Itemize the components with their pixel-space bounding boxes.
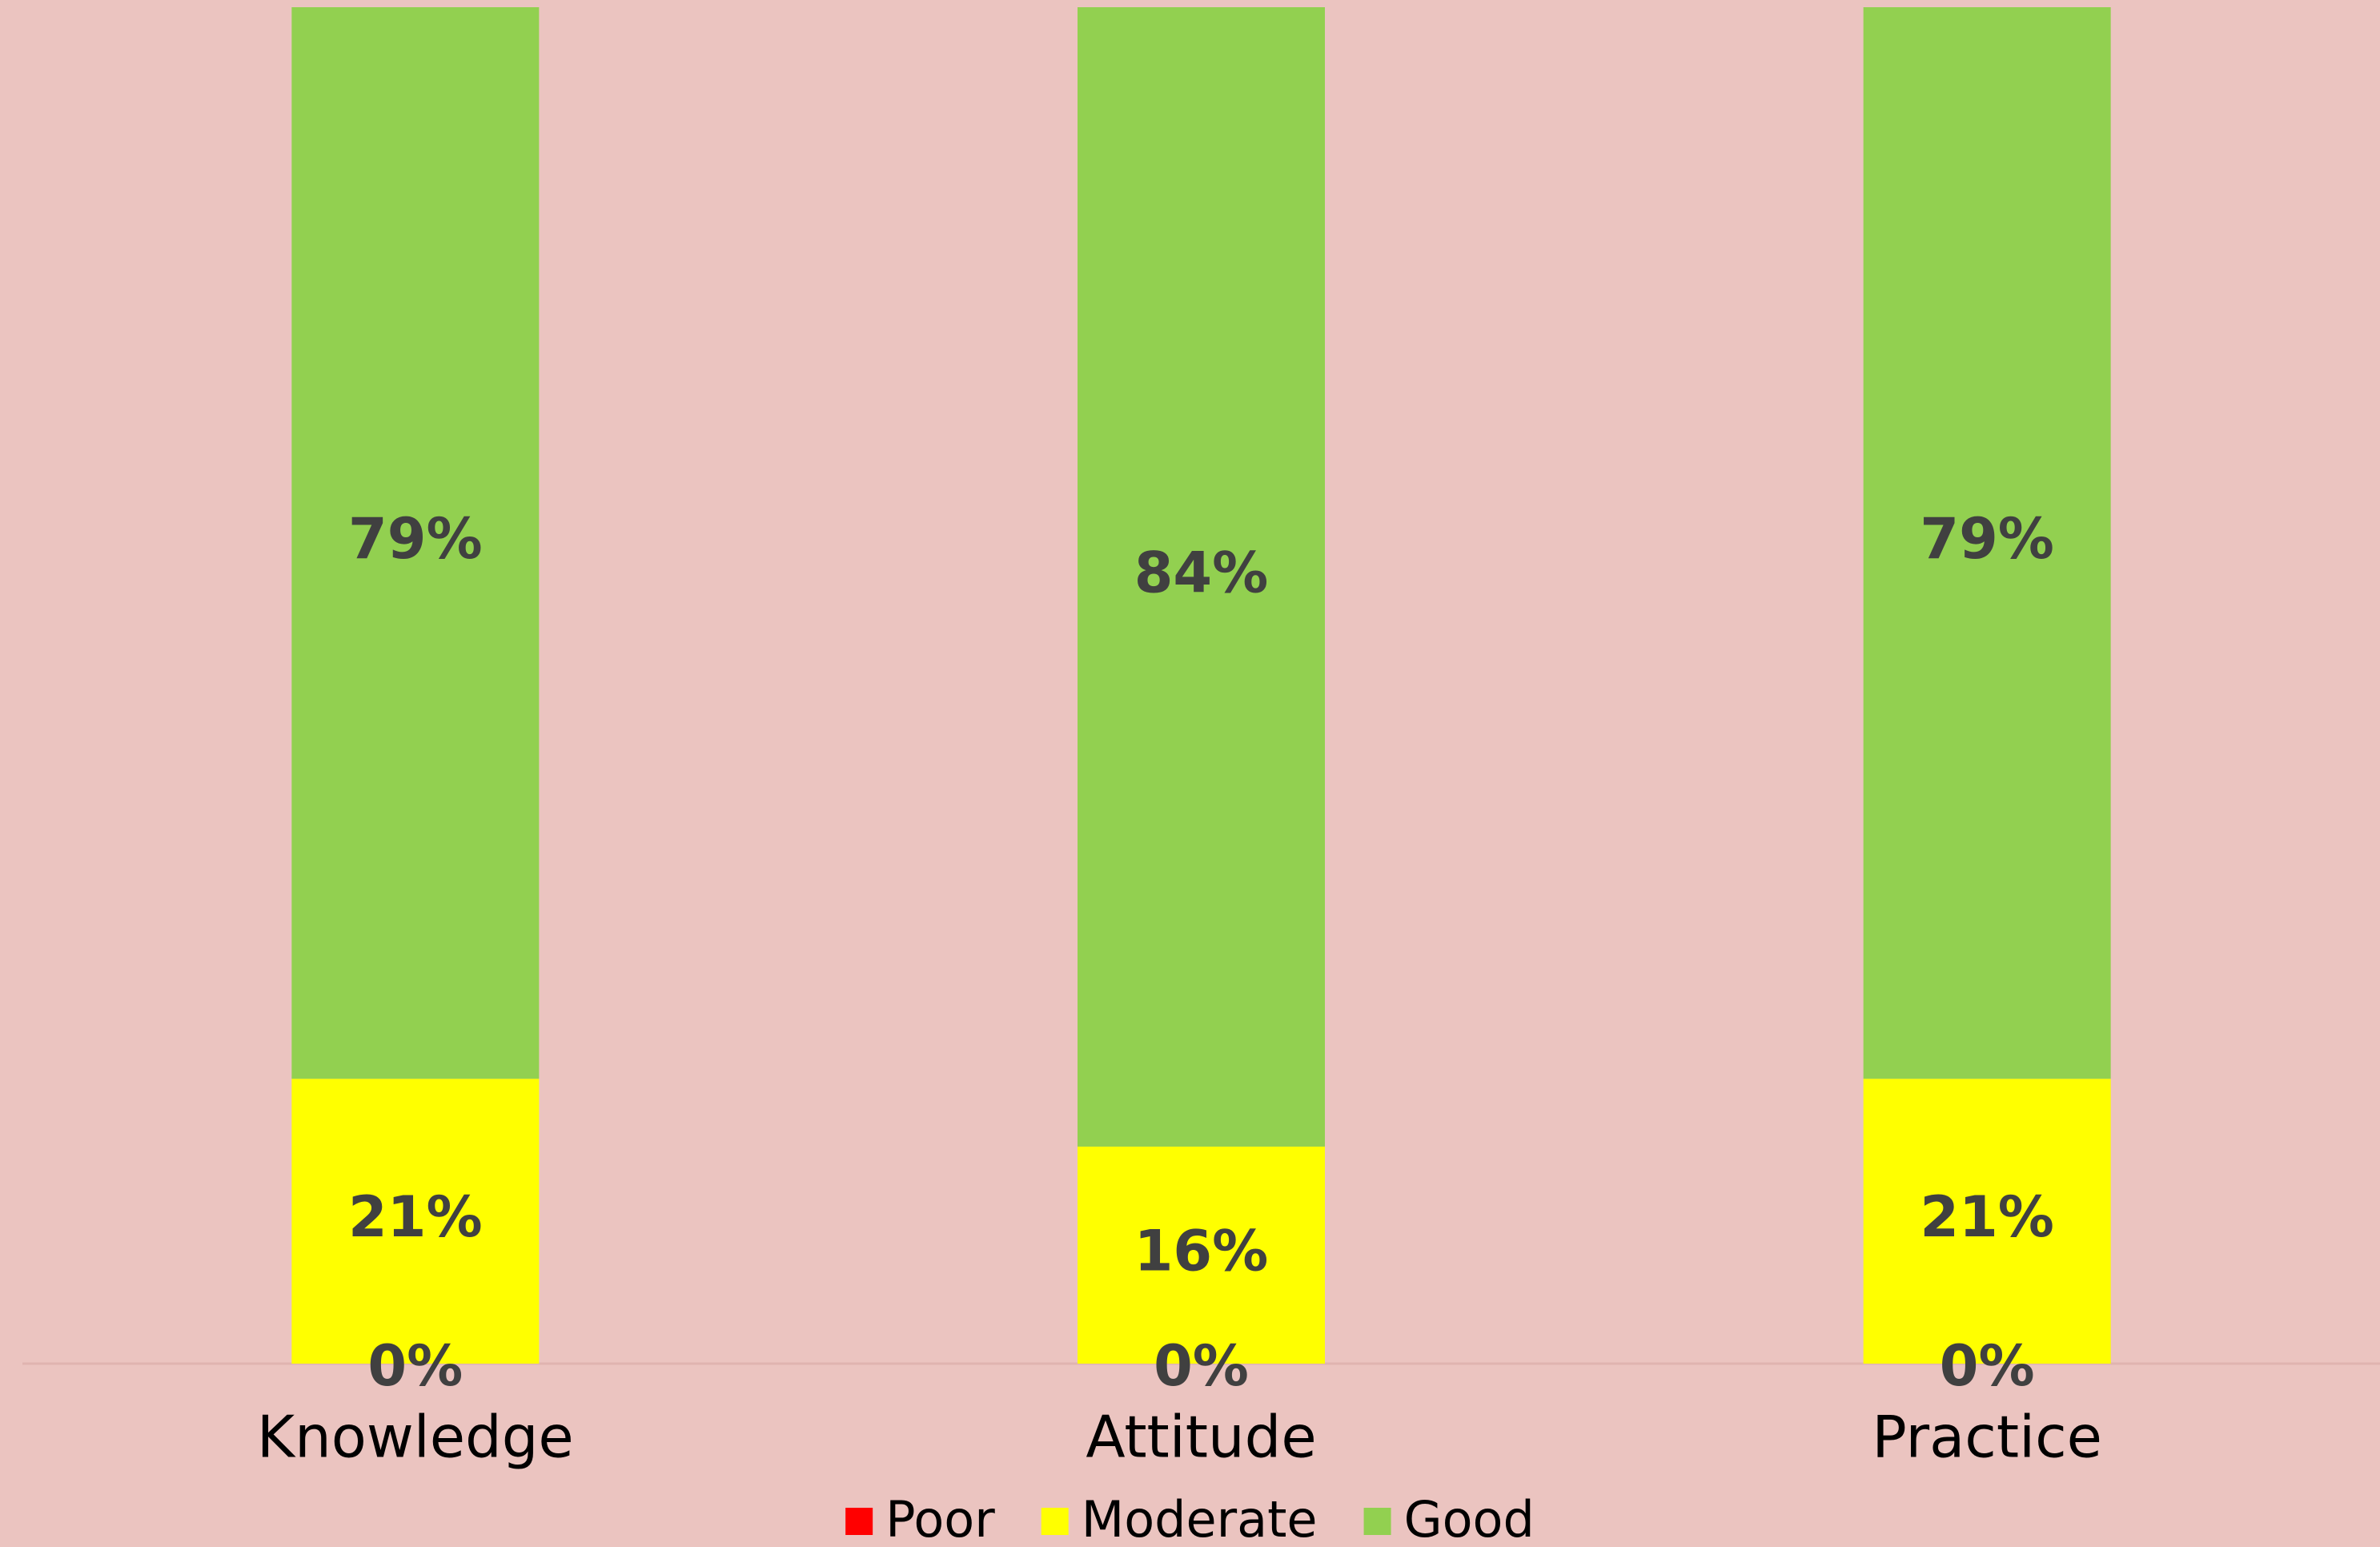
bar-segment: [291, 7, 540, 1079]
category-label: Practice: [1872, 1404, 2102, 1471]
data-label: 0%: [367, 1333, 463, 1399]
bar-segment: [291, 1079, 540, 1364]
data-label: 79%: [348, 506, 483, 572]
bar-segment: [1078, 7, 1325, 1147]
data-label: 21%: [1920, 1184, 2054, 1250]
data-label: 79%: [1920, 506, 2054, 572]
data-label: 16%: [1134, 1219, 1269, 1284]
data-label: 0%: [1940, 1333, 2035, 1399]
data-label: 84%: [1134, 540, 1269, 606]
bar-segment: [1863, 7, 2111, 1079]
bar-segment: [1863, 1079, 2111, 1364]
data-label: 21%: [348, 1184, 483, 1250]
legend-swatch: [1363, 1508, 1391, 1535]
data-label: 0%: [1154, 1333, 1249, 1399]
legend-label: Good: [1404, 1490, 1535, 1547]
legend-label: Moderate: [1082, 1490, 1318, 1547]
legend-label: Poor: [885, 1490, 995, 1547]
legend-swatch: [1041, 1508, 1069, 1535]
category-label: Attitude: [1086, 1404, 1316, 1471]
category-label: Knowledge: [257, 1404, 574, 1471]
bar-segment: [1078, 1146, 1325, 1364]
legend-swatch: [845, 1508, 873, 1535]
